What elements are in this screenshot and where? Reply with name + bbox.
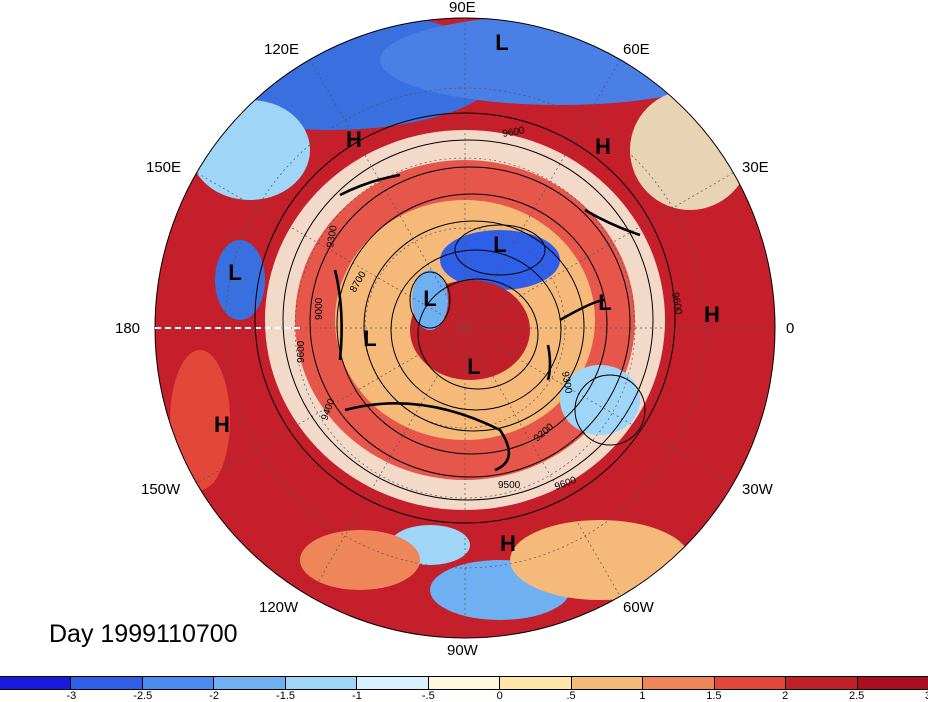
lon-label-30w: 30W (742, 481, 773, 498)
pressure-center: L (363, 326, 376, 351)
colorbar-bin (643, 677, 715, 689)
lon-label-60w: 60W (623, 599, 654, 616)
contour-label: 9300 (559, 371, 574, 395)
polar-anomaly-map: L H H L L L L H L L H H 9600 9300 9000 9… (154, 17, 776, 639)
colorbar-tick-label: 3 (925, 690, 928, 702)
contour-label: 9500 (498, 480, 521, 491)
pressure-center: L (228, 260, 241, 285)
colorbar-tick-label: 1.5 (706, 690, 722, 702)
lon-label-150w: 150W (141, 481, 181, 498)
jet-streaks (333, 173, 641, 472)
colorbar-tick-label: -2 (209, 690, 220, 702)
colorbar-bin (571, 677, 644, 689)
colorbar-bin (428, 677, 501, 689)
colorbar-tick-label: -1 (352, 690, 362, 702)
pressure-center: L (493, 232, 506, 257)
pressure-center: H (595, 134, 611, 159)
contour-label: 9600 (296, 340, 307, 363)
pressure-center: H (500, 531, 516, 556)
pressure-center: H (346, 127, 362, 152)
lon-label-0: 0 (786, 320, 795, 337)
graticule (155, 18, 775, 638)
pressure-center-markers: L H H L L L L H L L H H (214, 30, 720, 556)
pressure-center: L (598, 290, 611, 315)
colorbar-tick-label: -2.5 (133, 690, 153, 702)
lon-label-120e: 120E (264, 41, 300, 58)
colorbar-tick-label: 0 (496, 690, 503, 702)
colorbar-bin (500, 677, 572, 689)
colorbar-bin (285, 677, 358, 689)
pressure-center: H (704, 302, 720, 327)
colorbar-tick-label: 2.5 (848, 690, 865, 702)
contour-label: 9600 (502, 125, 526, 140)
lon-label-120w: 120W (259, 599, 299, 616)
lon-label-30e: 30E (742, 159, 769, 176)
lon-label-150e: 150E (146, 159, 182, 176)
pressure-center: H (214, 412, 230, 437)
colorbar-tick-label: 1 (639, 690, 646, 702)
height-contours (254, 112, 676, 524)
colorbar-bin (214, 677, 286, 689)
colorbar-bin (857, 677, 928, 689)
colorbar-bin (714, 677, 787, 689)
pressure-center: L (495, 30, 508, 55)
colorbar-tick-label: -3 (66, 690, 77, 702)
colorbar-bin (71, 677, 143, 689)
colorbar-bin (0, 677, 72, 689)
colorbar-bin (357, 677, 429, 689)
colorbar-tick-label: 2 (782, 690, 789, 702)
colorbar-tick-label: .5 (566, 690, 576, 702)
date-label: Day 1999110700 (49, 620, 238, 648)
colorbar-bin (142, 677, 215, 689)
contour-label: 9600 (669, 292, 684, 316)
lon-label-60e: 60E (623, 41, 650, 58)
contour-label: 9000 (314, 297, 325, 320)
colorbar-tick-label: -1.5 (276, 690, 296, 702)
lon-label-90e: 90E (449, 0, 476, 16)
colorbar-tick-label: -.5 (421, 690, 435, 702)
lon-label-90w: 90W (447, 642, 478, 659)
colorbar-bin (786, 677, 858, 689)
pressure-center: L (467, 354, 480, 379)
contour-label: 9300 (325, 224, 340, 248)
colorbar (0, 676, 928, 690)
lon-label-180: 180 (115, 320, 141, 337)
pressure-center: L (423, 286, 436, 311)
